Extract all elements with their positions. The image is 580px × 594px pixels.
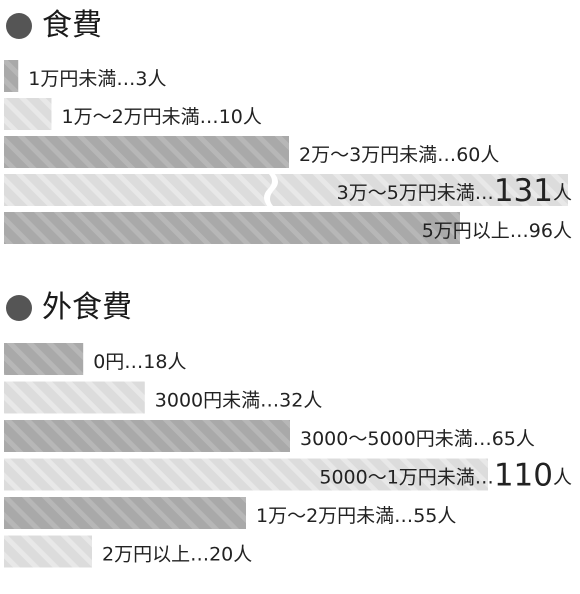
bar-label: 0円…18人 (93, 351, 186, 373)
section-title-food: 食費 (6, 8, 102, 44)
bar (4, 420, 290, 452)
bar (4, 98, 52, 130)
unit-label: 人 (303, 390, 322, 412)
chart-title: 食費 (42, 8, 102, 43)
bar (4, 535, 92, 568)
bar (4, 174, 568, 206)
unit-label: 人 (233, 544, 252, 566)
data-label: 60 (456, 144, 480, 166)
bar-label: 3000～5000円未満…65人 (300, 428, 535, 450)
bar (4, 458, 488, 491)
unit-label: 人 (516, 428, 535, 450)
data-label: 3 (135, 68, 147, 90)
bar-label: 3万～5万円未満…131人 (337, 173, 572, 209)
bar (4, 60, 19, 92)
chart-title: 外食費 (42, 290, 132, 325)
section-title-dining-out: 外食費 (6, 290, 132, 326)
food-cost-chart: 1万円未満…3人1万～2万円未満…10人2万～3万円未満…60人3万～5万円未満… (4, 60, 572, 244)
bar-label: 2万～3万円未満…60人 (299, 144, 499, 166)
category-label: 0円… (93, 351, 143, 373)
unit-label: 人 (437, 505, 456, 527)
data-label: 32 (279, 390, 303, 412)
bar-label: 1万円未満…3人 (28, 68, 166, 90)
data-label: 20 (209, 544, 233, 566)
data-label: 55 (413, 505, 437, 527)
bar-label: 2万円以上…20人 (102, 544, 252, 566)
bar-label: 5万円以上…96人 (422, 220, 572, 242)
category-label: 1万～2万円未満… (256, 505, 413, 527)
unit-label: 人 (553, 467, 572, 489)
bullet-dot-icon (6, 13, 32, 39)
bar-label: 1万～2万円未満…10人 (62, 106, 262, 128)
dining-out-cost-chart: 0円…18人3000円未満…32人3000～5000円未満…65人5000～1万… (4, 343, 572, 568)
bar (4, 497, 246, 529)
bar-label: 5000～1万円未満…110人 (319, 458, 572, 494)
data-label: 65 (492, 428, 516, 450)
bar-break-mark (264, 173, 278, 207)
category-label: 3000～5000円未満… (300, 428, 492, 450)
bar (4, 212, 460, 244)
unit-label: 人 (147, 68, 166, 90)
unit-label: 人 (553, 220, 572, 242)
data-label: 131 (494, 173, 553, 209)
category-label: 1万円未満… (28, 68, 135, 90)
data-label: 96 (529, 220, 553, 242)
category-label: 2万～3万円未満… (299, 144, 456, 166)
unit-label: 人 (243, 106, 262, 128)
unit-label: 人 (167, 351, 186, 373)
category-label: 5000～1万円未満… (319, 467, 493, 489)
category-label: 5万円以上… (422, 220, 529, 242)
unit-label: 人 (480, 144, 499, 166)
category-label: 3万～5万円未満… (337, 182, 494, 204)
bar-label: 1万～2万円未満…55人 (256, 505, 456, 527)
bullet-dot-icon (6, 295, 32, 321)
bar (4, 343, 84, 375)
bar (4, 381, 145, 414)
data-label: 110 (494, 458, 553, 494)
category-label: 1万～2万円未満… (62, 106, 219, 128)
unit-label: 人 (553, 182, 572, 204)
category-label: 3000円未満… (155, 390, 279, 412)
category-label: 2万円以上… (102, 544, 209, 566)
data-label: 10 (219, 106, 243, 128)
data-label: 18 (143, 351, 167, 373)
bar-label: 3000円未満…32人 (155, 390, 323, 412)
bar (4, 136, 289, 168)
